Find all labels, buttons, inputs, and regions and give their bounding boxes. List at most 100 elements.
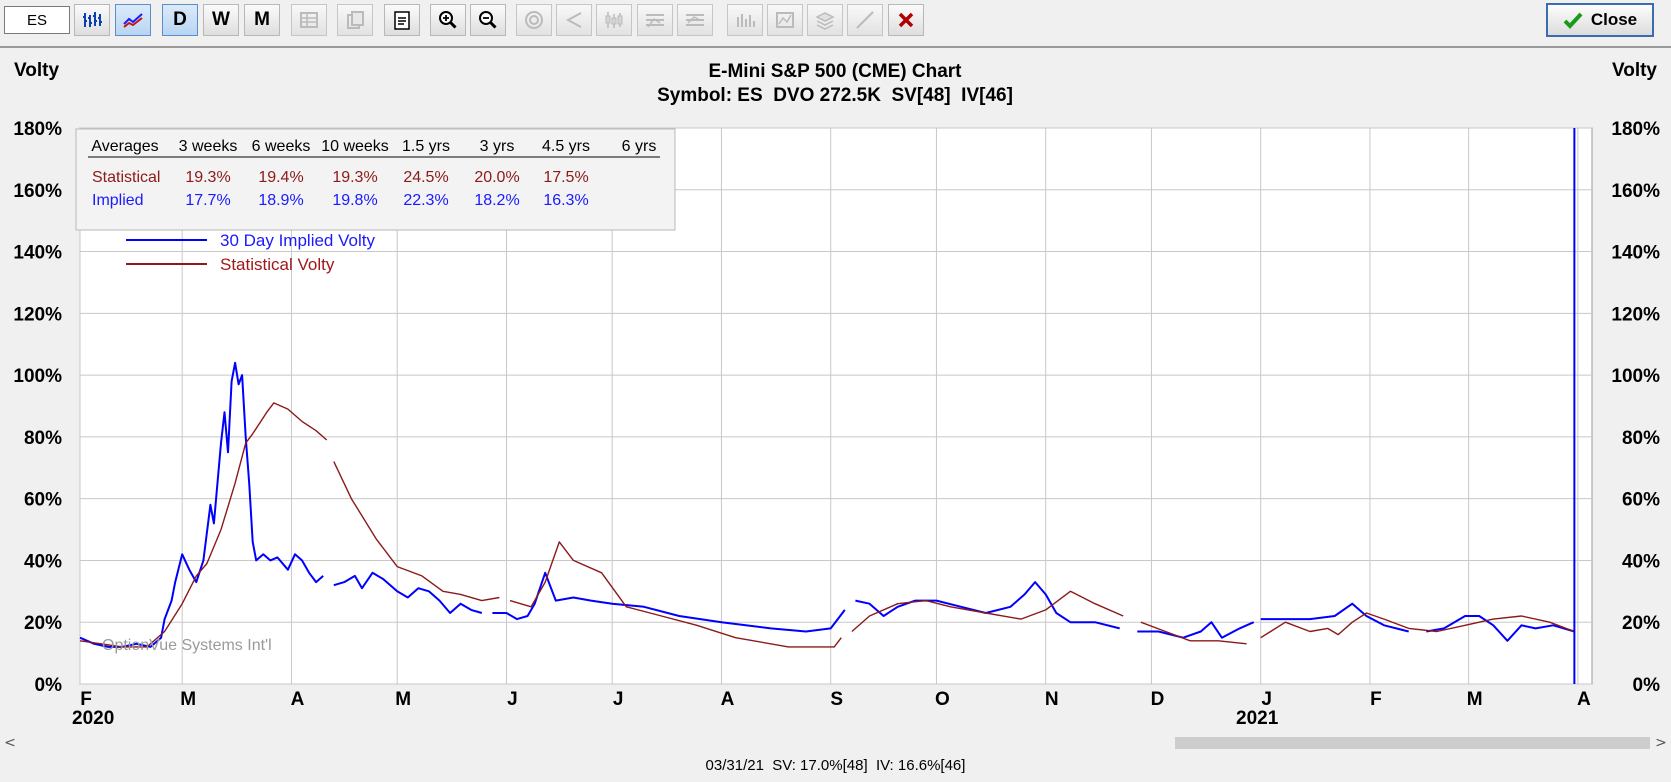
calendar-icon[interactable]: [384, 4, 420, 36]
chart-title: E-Mini S&P 500 (CME) Chart: [708, 61, 962, 82]
symbol-input[interactable]: [4, 6, 70, 34]
series-line-implied: [492, 571, 846, 633]
legend-label-statistical: Statistical Volty: [220, 255, 335, 274]
averages-cell: 17.5%: [543, 169, 588, 186]
averages-cell: 19.4%: [258, 169, 303, 186]
scroll-thumb[interactable]: [1175, 737, 1650, 749]
y-tick-label-left: 120%: [13, 304, 62, 325]
x-tick-label: M: [180, 689, 196, 710]
averages-header-cell: 6 yrs: [622, 138, 657, 155]
period-weekly-button[interactable]: W: [203, 4, 239, 36]
series-line-implied: [333, 571, 483, 614]
copy-icon[interactable]: [337, 4, 373, 36]
grid-lines-icon[interactable]: [637, 4, 673, 36]
legend-label-implied: 30 Day Implied Volty: [220, 231, 375, 250]
y-tick-label-right: 80%: [1622, 428, 1660, 449]
x-tick-label: O: [935, 689, 950, 710]
y-tick-label-right: 100%: [1611, 366, 1660, 387]
averages-cell: 19.8%: [332, 192, 377, 209]
y-tick-label-left: 0%: [35, 675, 63, 696]
x-tick-label: D: [1151, 689, 1165, 710]
series-lines: [79, 361, 1575, 648]
series-line-statistical: [851, 590, 1124, 633]
volatility-chart[interactable]: E-Mini S&P 500 (CME) Chart Symbol: ES DV…: [0, 50, 1671, 734]
x-tick-label: M: [395, 689, 411, 710]
y-tick-label-left: 100%: [13, 366, 62, 387]
averages-header-cell: 4.5 yrs: [542, 138, 590, 155]
horizontal-scrollbar[interactable]: < >: [0, 734, 1671, 752]
watermark: OptionVue Systems Int'l: [102, 637, 272, 654]
study-icon[interactable]: [767, 4, 803, 36]
y-tick-label-right: 140%: [1611, 243, 1660, 264]
averages-table: Averages 3 weeks 6 weeks 10 weeks 1.5 yrs 3 y…: [75, 128, 676, 231]
averages-rows: Statistical 19.3% 19.4% 19.3% 24.5% 20.0% 17.5…: [92, 169, 589, 209]
averages-cell: 20.0%: [474, 169, 519, 186]
averages-cell: 19.3%: [332, 169, 377, 186]
averages-header-cell: 3 weeks: [179, 138, 238, 155]
delete-icon[interactable]: [888, 4, 924, 36]
close-button[interactable]: Close: [1546, 3, 1654, 37]
y-tick-label-left: 180%: [13, 119, 62, 140]
averages-cell: 16.3%: [543, 192, 588, 209]
averages-row-label: Statistical: [92, 169, 160, 186]
chart-legend: 30 Day Implied Volty Statistical Volty: [126, 231, 375, 274]
close-button-label: Close: [1590, 10, 1638, 29]
averages-header: Averages 3 weeks 6 weeks 10 weeks 1.5 yrs 3 y…: [91, 138, 656, 155]
x-tick-label: J: [1261, 689, 1272, 710]
x-tick-label: M: [1467, 689, 1483, 710]
arrow-left-icon[interactable]: [556, 4, 592, 36]
y-tick-label-left: 40%: [24, 551, 62, 572]
x-tick-label: N: [1045, 689, 1059, 710]
series-line-implied: [1426, 615, 1575, 642]
y-tick-label-left: 20%: [24, 613, 62, 634]
status-bar: 03/31/21 SV: 17.0%[48] IV: 16.6%[46]: [0, 752, 1671, 782]
averages-header-cell: Averages: [91, 138, 158, 155]
series-line-implied: [1137, 621, 1255, 639]
zoom-out-icon[interactable]: [470, 4, 506, 36]
series-line-implied: [79, 361, 324, 648]
line-chart-icon[interactable]: [115, 4, 151, 36]
status-text: 03/31/21 SV: 17.0%[48] IV: 16.6%[46]: [705, 757, 966, 774]
right-axis-title: Volty: [1612, 60, 1657, 81]
averages-header-cell: 3 yrs: [480, 138, 515, 155]
toolbar: D W M Close: [0, 0, 1671, 48]
volume-bars-icon[interactable]: [727, 4, 763, 36]
series-line-statistical: [1140, 621, 1247, 645]
period-monthly-button[interactable]: M: [244, 4, 280, 36]
x-tick-label: J: [613, 689, 624, 710]
y-tick-label-left: 140%: [13, 243, 62, 264]
layers-icon[interactable]: [807, 4, 843, 36]
y-tick-label-right: 120%: [1611, 304, 1660, 325]
y-tick-label-left: 60%: [24, 490, 62, 511]
averages-cell: 18.9%: [258, 192, 303, 209]
y-tick-label-left: 80%: [24, 428, 62, 449]
series-line-statistical: [1260, 612, 1575, 639]
year-label-2020: 2020: [72, 708, 114, 729]
averages-cell: 22.3%: [403, 192, 448, 209]
bar-chart-icon[interactable]: [74, 4, 110, 36]
x-tick-label: F: [80, 689, 92, 710]
grid-lines-alt-icon[interactable]: [677, 4, 713, 36]
scroll-right-icon[interactable]: >: [1655, 735, 1667, 751]
series-line-statistical: [79, 402, 328, 648]
table-icon[interactable]: [291, 4, 327, 36]
y-tick-label-right: 40%: [1622, 551, 1660, 572]
candles-icon[interactable]: [596, 4, 632, 36]
series-line-implied: [1260, 602, 1409, 633]
y-tick-label-right: 0%: [1633, 675, 1661, 696]
year-label-2021: 2021: [1236, 708, 1279, 729]
target-icon[interactable]: [516, 4, 552, 36]
x-tick-label: S: [830, 689, 843, 710]
period-daily-button[interactable]: D: [162, 4, 198, 36]
averages-header-cell: 1.5 yrs: [402, 138, 450, 155]
draw-line-icon[interactable]: [847, 4, 883, 36]
checkmark-icon: [1563, 12, 1583, 29]
zoom-in-icon[interactable]: [430, 4, 466, 36]
x-tick-label: F: [1370, 689, 1382, 710]
y-tick-label-right: 180%: [1611, 119, 1660, 140]
series-line-implied: [855, 581, 1120, 630]
x-tick-label: J: [507, 689, 518, 710]
chart-subtitle: Symbol: ES DVO 272.5K SV[48] IV[46]: [657, 85, 1013, 106]
scroll-left-icon[interactable]: <: [4, 735, 16, 751]
y-tick-label-right: 20%: [1622, 613, 1660, 634]
